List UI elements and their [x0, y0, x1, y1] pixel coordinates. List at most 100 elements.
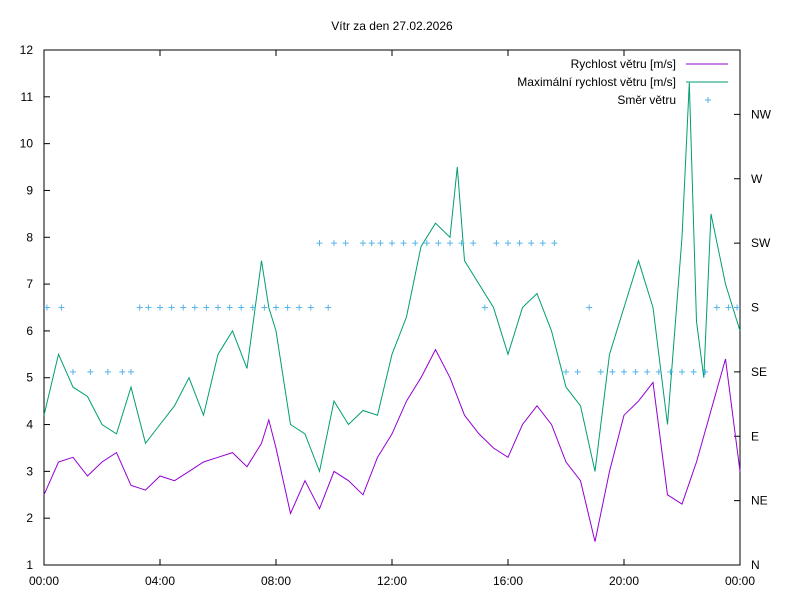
direction-point — [505, 240, 511, 247]
y2-tick-label: E — [751, 429, 759, 443]
x-tick-label: 08:00 — [261, 574, 291, 588]
direction-point — [296, 304, 303, 311]
direction-point — [145, 304, 152, 311]
direction-point — [360, 240, 366, 247]
x-tick-label: 16:00 — [493, 574, 523, 588]
direction-point — [667, 368, 674, 375]
direction-point — [180, 304, 187, 311]
series-line-1 — [43, 82, 741, 474]
legend-label-2: Směr větru — [617, 93, 676, 107]
direction-point — [574, 368, 581, 375]
x-tick-label: 04:00 — [145, 574, 175, 588]
y2-tick-label: SW — [751, 236, 771, 250]
direction-point — [734, 304, 741, 311]
direction-point — [273, 304, 279, 311]
direction-point — [342, 240, 349, 247]
direction-point — [400, 240, 407, 247]
direction-point — [412, 240, 419, 247]
direction-point — [261, 304, 268, 311]
direction-point — [307, 304, 314, 311]
direction-point — [644, 368, 651, 375]
direction-point — [43, 304, 50, 311]
direction-point — [70, 368, 76, 375]
direction-point — [563, 368, 569, 375]
direction-point — [690, 368, 697, 375]
direction-point — [368, 240, 375, 247]
legend-label-0: Rychlost větru [m/s] — [571, 57, 676, 71]
y2-tick-label: N — [751, 558, 760, 572]
series-line-0 — [43, 348, 741, 542]
direction-point — [284, 304, 291, 311]
y2-tick-label: NE — [751, 494, 768, 508]
direction-point — [389, 240, 395, 247]
direction-point — [191, 304, 198, 311]
direction-point — [215, 304, 221, 311]
y-tick-label: 11 — [21, 90, 34, 104]
direction-point — [157, 304, 163, 311]
direction-point — [551, 240, 558, 247]
direction-point — [528, 240, 535, 247]
direction-point — [203, 304, 210, 311]
y-tick-label: 5 — [26, 371, 33, 385]
direction-point — [119, 368, 126, 375]
series-0 — [43, 348, 741, 542]
direction-point — [470, 240, 477, 247]
direction-point — [679, 368, 685, 375]
direction-point — [168, 304, 175, 311]
series-2 — [43, 240, 741, 375]
direction-point — [609, 368, 616, 375]
y-tick-label: 8 — [26, 230, 33, 244]
legend: Rychlost větru [m/s] Maximální rychlost v… — [517, 57, 728, 107]
direction-point — [87, 368, 94, 375]
direction-point — [493, 240, 500, 247]
direction-point — [481, 304, 488, 311]
x-tick-label: 12:00 — [377, 574, 407, 588]
direction-point — [435, 240, 442, 247]
direction-point — [632, 368, 639, 375]
direction-point — [423, 240, 430, 247]
series-layer — [43, 82, 741, 542]
y2-tick-label: SE — [751, 365, 767, 379]
legend-label-1: Maximální rychlost větru [m/s] — [517, 75, 676, 89]
chart-title: Vítr za den 27.02.2026 — [331, 19, 453, 33]
direction-point — [104, 368, 111, 375]
direction-point — [377, 240, 384, 247]
y2-tick-label: S — [751, 301, 759, 315]
y-tick-label: 3 — [26, 464, 33, 478]
direction-point — [238, 304, 245, 311]
direction-point — [586, 304, 593, 311]
y2-tick-label: W — [751, 172, 763, 186]
direction-point — [58, 304, 65, 311]
direction-point — [136, 304, 143, 311]
direction-point — [226, 304, 233, 311]
direction-point — [325, 304, 332, 311]
direction-point — [621, 368, 627, 375]
direction-point — [713, 304, 720, 311]
y2-tick-label: NW — [751, 107, 772, 121]
y-tick-label: 6 — [26, 324, 33, 338]
y-tick-label: 9 — [26, 183, 33, 197]
series-1 — [43, 82, 741, 474]
x-tick-label: 00:00 — [725, 574, 755, 588]
y-tick-label: 7 — [26, 277, 33, 291]
y-tick-label: 4 — [26, 418, 33, 432]
direction-point — [516, 240, 523, 247]
direction-point — [702, 368, 709, 375]
x-tick-label: 20:00 — [609, 574, 639, 588]
direction-point — [128, 368, 134, 375]
y-tick-label: 1 — [26, 558, 33, 572]
direction-point — [458, 240, 465, 247]
y-tick-label: 2 — [26, 511, 33, 525]
direction-point — [597, 368, 604, 375]
direction-point — [539, 240, 546, 247]
direction-point — [655, 368, 662, 375]
y-tick-label: 10 — [20, 137, 34, 151]
x-tick-label: 00:00 — [29, 574, 59, 588]
direction-point — [725, 304, 732, 311]
y-tick-label: 12 — [20, 43, 34, 57]
direction-point — [331, 240, 337, 247]
direction-point — [249, 304, 256, 311]
direction-point — [316, 240, 323, 247]
